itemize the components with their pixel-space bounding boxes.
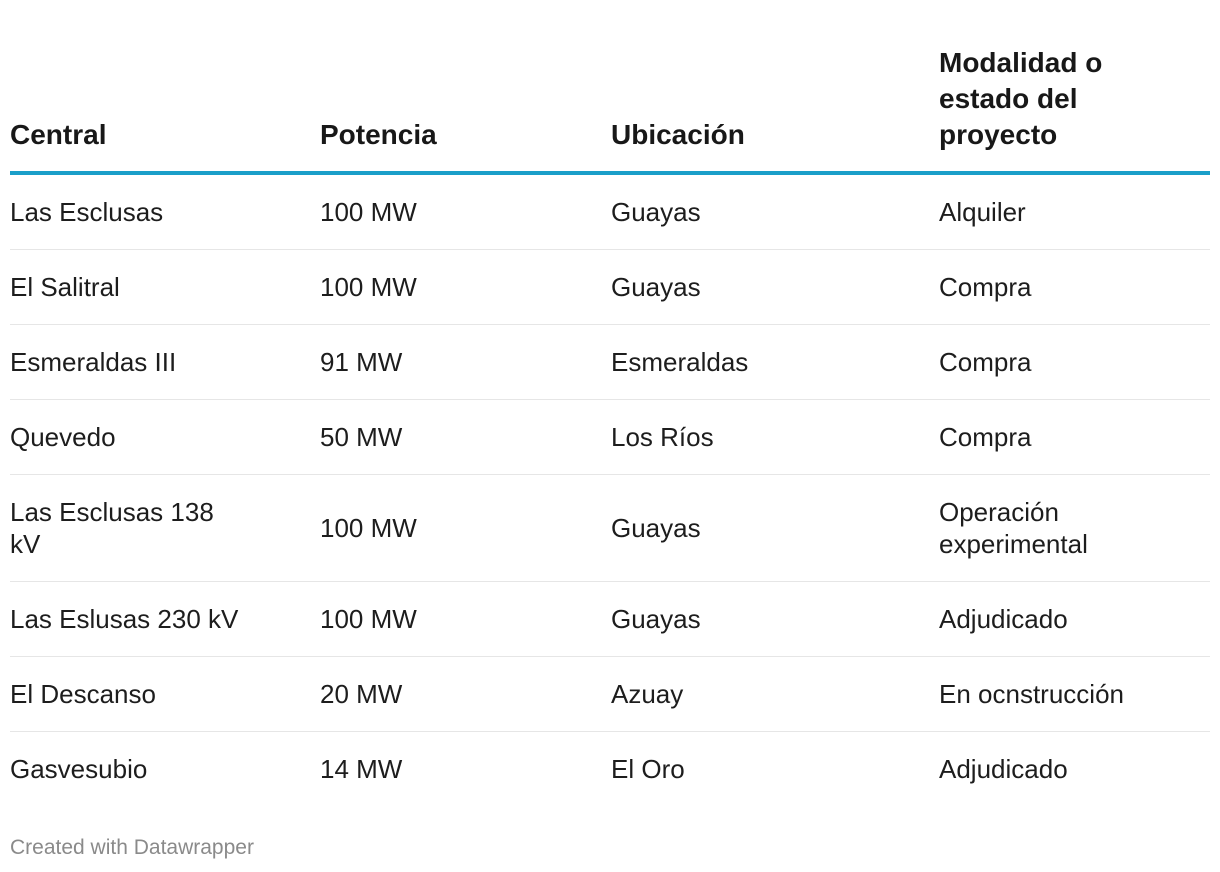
cell-ubicacion: Guayas (611, 581, 939, 657)
table-row: Las Eslusas 230 kV 100 MW Guayas Adjudic… (10, 581, 1210, 657)
cell-central: Las Esclusas 138 kV (10, 474, 320, 582)
cell-central: Esmeraldas III (10, 324, 320, 400)
table-row: El Descanso 20 MW Azuay En ocnstrucción (10, 656, 1210, 732)
column-header-potencia: Potencia (320, 45, 611, 175)
cell-potencia: 91 MW (320, 324, 611, 400)
cell-ubicacion: El Oro (611, 754, 685, 784)
cell-potencia: 100 MW (320, 474, 611, 582)
table-row: Las Esclusas 138 kV 100 MW Guayas Operac… (10, 474, 1210, 582)
cell-modalidad: En ocnstrucción (939, 656, 1210, 732)
cell-modalidad: Alquiler (939, 173, 1210, 250)
cell-ubicacion: Esmeraldas (611, 324, 939, 400)
table-body: Las Esclusas 100 MW Guayas Alquiler El S… (10, 173, 1210, 806)
column-header-modalidad: Modalidad o estado del proyecto (939, 45, 1210, 175)
cell-ubicacion: Guayas (611, 474, 939, 582)
cell-ubicacion: Azuay (611, 656, 939, 732)
data-table: Central Potencia Ubicación Modalidad o e… (10, 45, 1210, 806)
cell-potencia: 100 MW (320, 173, 611, 250)
cell-central: Las Esclusas (10, 173, 320, 250)
table-row: Quevedo 50 MW Los Ríos Compra (10, 399, 1210, 475)
cell-potencia: 50 MW (320, 399, 611, 475)
cell-potencia: 100 MW (320, 249, 611, 325)
cell-central: Quevedo (10, 399, 320, 475)
cell-potencia: 100 MW (320, 581, 611, 657)
cell-modalidad: Operación experimental (939, 474, 1210, 582)
column-header-ubicacion: Ubicación (611, 45, 939, 175)
column-header-central: Central (10, 45, 320, 175)
cell-central: Las Eslusas 230 kV (10, 581, 320, 657)
table-row: Gasvesubio 14 MW El Oro Adjudicado (10, 732, 1210, 807)
cell-central: El Salitral (10, 249, 320, 325)
cell-modalidad: Compra (939, 249, 1210, 325)
cell-modalidad: Compra (939, 324, 1210, 400)
header-row: Central Potencia Ubicación Modalidad o e… (10, 45, 1210, 175)
cell-ubicacion: Los Ríos (611, 399, 939, 475)
cell-modalidad: Adjudicado (939, 581, 1210, 657)
table-row: Las Esclusas 100 MW Guayas Alquiler (10, 173, 1210, 250)
cell-potencia: 14 MW (320, 754, 403, 784)
cell-modalidad: Compra (939, 399, 1210, 475)
cell-ubicacion: Guayas (611, 249, 939, 325)
cell-modalidad: Adjudicado (939, 754, 1068, 784)
cell-ubicacion: Guayas (611, 173, 939, 250)
data-table-container: Central Potencia Ubicación Modalidad o e… (10, 45, 1210, 806)
cell-central: Gasvesubio (10, 754, 148, 784)
table-row: Esmeraldas III 91 MW Esmeraldas Compra (10, 324, 1210, 400)
table-row: El Salitral 100 MW Guayas Compra (10, 249, 1210, 325)
cell-central: El Descanso (10, 656, 320, 732)
cell-potencia: 20 MW (320, 656, 611, 732)
table-header: Central Potencia Ubicación Modalidad o e… (10, 45, 1210, 175)
footer-credit: Created with Datawrapper (10, 836, 254, 859)
